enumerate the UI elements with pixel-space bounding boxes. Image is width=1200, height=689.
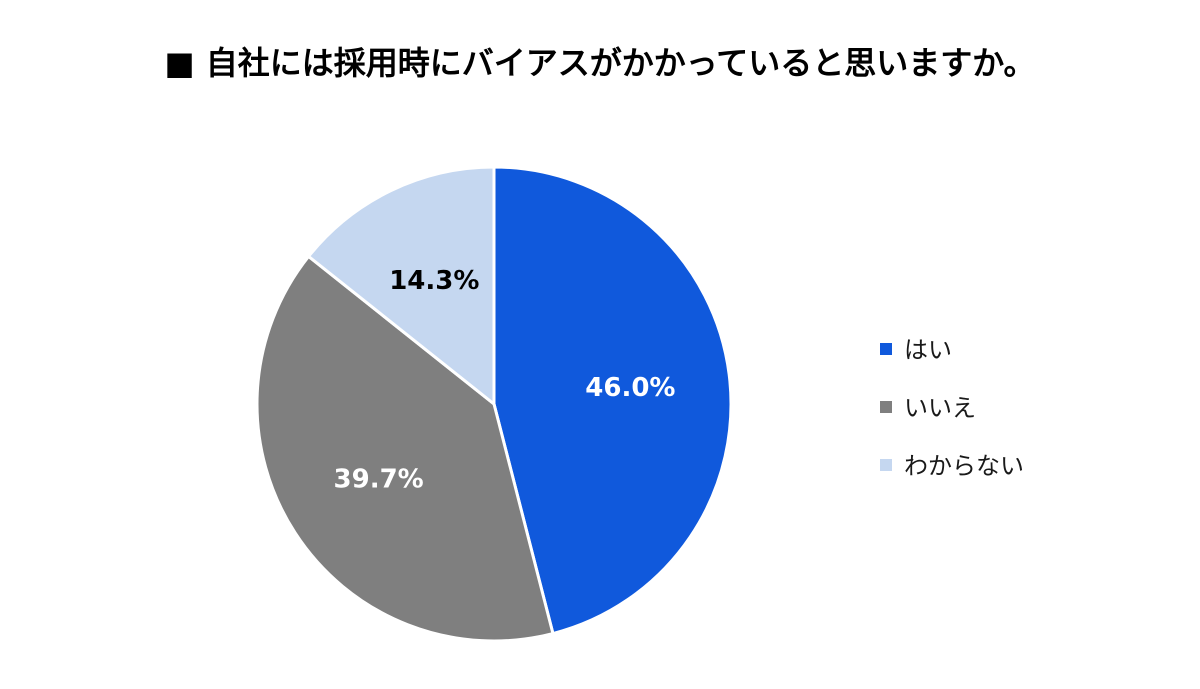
legend-swatch-1 [880, 343, 892, 355]
legend-label-2: いいえ [904, 394, 976, 422]
data-label-2: 39.7% [334, 465, 424, 495]
legend-swatch-3 [880, 459, 892, 471]
legend-swatch-2 [880, 401, 892, 413]
chart-title: ■ 自社には採用時にバイアスがかかっていると思いますか。 [164, 44, 1036, 82]
pie-slice-3 [306, 165, 496, 408]
legend-label-1: はい [904, 336, 952, 364]
data-label-3: 14.3% [389, 266, 479, 296]
pie-data-labels: 46.0% 39.7% 14.3% [334, 266, 676, 495]
pie-slice-1 [492, 165, 733, 636]
legend-label-3: わからない [904, 452, 1024, 480]
pie-slices [255, 165, 733, 643]
data-label-1: 46.0% [585, 373, 675, 403]
pie-slice-2 [255, 254, 555, 643]
